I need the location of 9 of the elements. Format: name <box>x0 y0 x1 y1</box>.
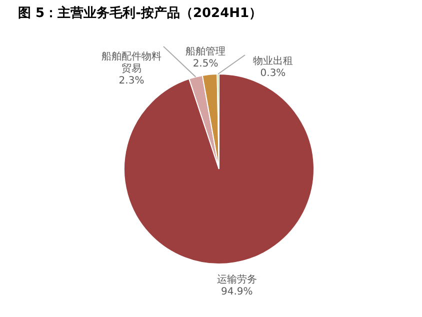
data-label: 2.3% <box>118 75 144 86</box>
slice-label: 船舶管理 <box>186 46 226 58</box>
data-label: 94.9% <box>220 286 253 298</box>
slice-label: 运输劳务 <box>216 274 257 286</box>
chart-title: 图 5：主营业务毛利-按产品（2024H1） <box>18 5 262 21</box>
slice-label: 船舶配件物料贸易 <box>101 50 162 74</box>
data-label: 2.5% <box>192 58 218 70</box>
slice-label: 物业出租 <box>252 55 293 68</box>
data-label: 0.3% <box>260 68 286 80</box>
